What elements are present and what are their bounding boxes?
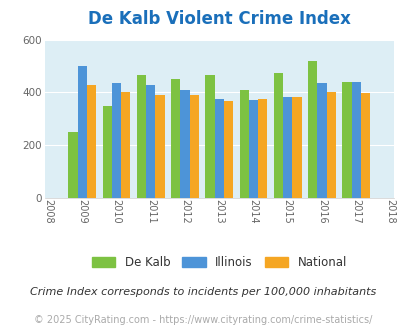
Text: Crime Index corresponds to incidents per 100,000 inhabitants: Crime Index corresponds to incidents per… <box>30 287 375 297</box>
Bar <box>205 75 214 198</box>
Bar <box>189 95 198 198</box>
Bar <box>273 73 282 198</box>
Bar <box>77 66 87 198</box>
Bar <box>292 97 301 198</box>
Bar <box>282 97 292 198</box>
Bar <box>223 101 232 198</box>
Bar <box>239 90 248 198</box>
Bar <box>351 82 360 198</box>
Bar <box>326 92 335 198</box>
Bar <box>258 99 266 198</box>
Bar <box>68 132 77 198</box>
Bar <box>121 92 130 198</box>
Bar <box>155 95 164 198</box>
Bar <box>102 106 112 198</box>
Bar <box>341 82 351 198</box>
Legend: De Kalb, Illinois, National: De Kalb, Illinois, National <box>87 251 351 274</box>
Bar <box>248 100 258 198</box>
Bar <box>146 85 155 198</box>
Bar <box>360 93 369 198</box>
Text: © 2025 CityRating.com - https://www.cityrating.com/crime-statistics/: © 2025 CityRating.com - https://www.city… <box>34 315 371 325</box>
Bar <box>180 90 189 198</box>
Bar <box>87 85 96 198</box>
Bar <box>171 79 180 198</box>
Bar <box>136 75 146 198</box>
Bar <box>307 61 317 198</box>
Text: De Kalb Violent Crime Index: De Kalb Violent Crime Index <box>87 10 350 28</box>
Bar <box>112 83 121 198</box>
Bar <box>214 99 223 198</box>
Bar <box>317 83 326 198</box>
